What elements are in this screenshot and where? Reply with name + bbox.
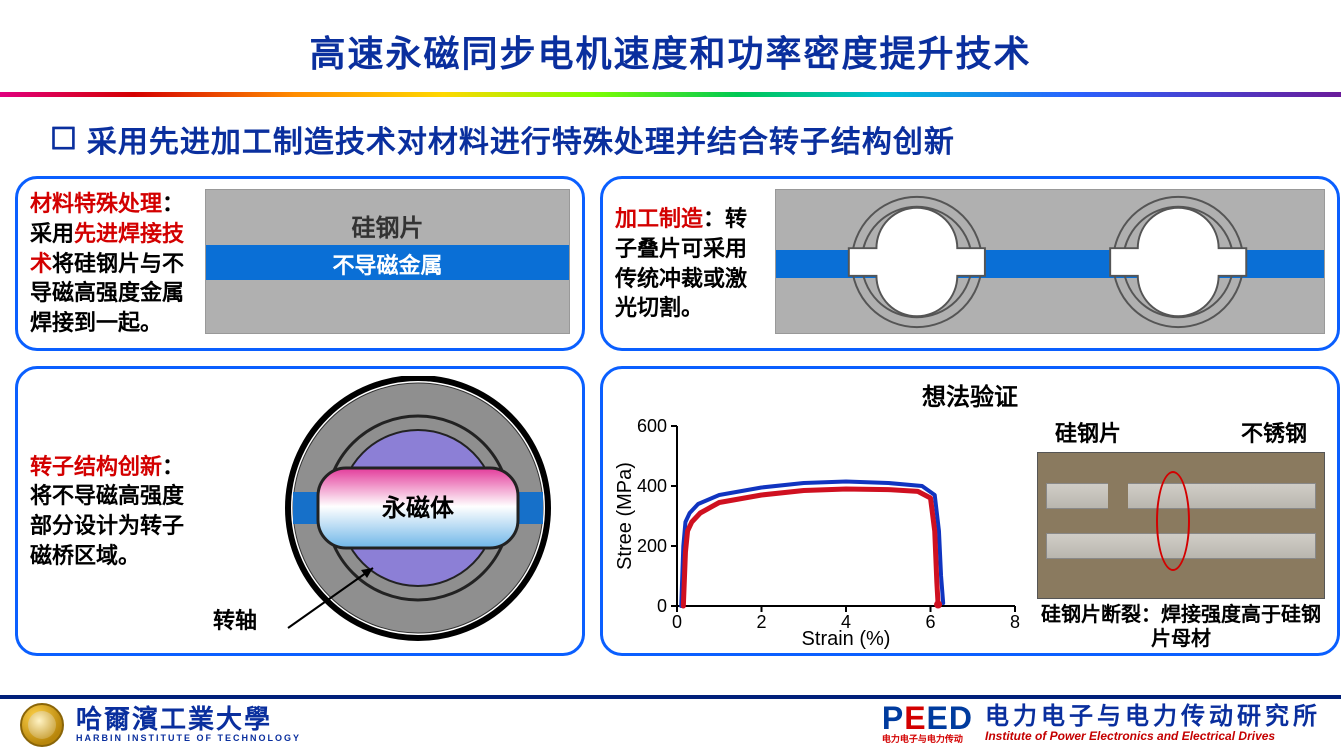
panel-material: 材料特殊处理：采用先进焊接技术将硅钢片与不导磁高强度金属焊接到一起。 硅钢片 不… <box>15 176 585 351</box>
photo-box <box>1037 452 1325 599</box>
page-title: 高速永磁同步电机速度和功率密度提升技术 <box>0 25 1341 77</box>
punch-diagram <box>775 189 1325 338</box>
subheader: ☐ 采用先进加工制造技术对材料进行特殊处理并结合转子结构创新 <box>0 97 1341 171</box>
rotor-diagram: 永磁体 转轴 <box>205 379 570 643</box>
strip-top-label: 硅钢片 <box>206 208 569 243</box>
svg-text:8: 8 <box>1010 612 1020 632</box>
subheader-text: 采用先进加工制造技术对材料进行特殊处理并结合转子结构创新 <box>87 117 955 161</box>
hit-en: HARBIN INSTITUTE OF TECHNOLOGY <box>76 733 301 743</box>
bullet-icon: ☐ <box>50 122 77 157</box>
peed-cn: 电力电子与电力传动研究所 <box>985 705 1321 729</box>
svg-text:200: 200 <box>637 536 667 556</box>
hit-logo-icon <box>20 703 64 747</box>
panel-manufacture-text: 加工制造：转子叠片可采用传统冲裁或激光切割。 <box>615 204 765 323</box>
content-grid: 材料特殊处理：采用先进焊接技术将硅钢片与不导磁高强度金属焊接到一起。 硅钢片 不… <box>0 171 1341 656</box>
footer-hit: 哈爾濱工業大學 HARBIN INSTITUTE OF TECHNOLOGY <box>20 703 301 747</box>
strip-band-label: 不导磁金属 <box>206 248 569 280</box>
p1-black2: 将硅钢片与不导磁高强度金属焊接到一起。 <box>30 251 184 335</box>
photo-right-label: 不锈钢 <box>1241 416 1307 448</box>
stress-strain-chart: 024680200400600Strain (%)Stree (MPa) <box>615 416 1025 651</box>
photo-left-label: 硅钢片 <box>1055 416 1121 448</box>
panel-verify-title: 想法验证 <box>615 377 1325 412</box>
svg-text:Stree (MPa): Stree (MPa) <box>615 462 636 570</box>
hit-cn: 哈爾濱工業大學 <box>76 707 301 733</box>
footer: 哈爾濱工業大學 HARBIN INSTITUTE OF TECHNOLOGY P… <box>0 695 1341 750</box>
p1-red1: 材料特殊处理 <box>30 191 162 216</box>
svg-text:0: 0 <box>672 612 682 632</box>
p2-red: 加工制造 <box>615 206 703 231</box>
svg-text:600: 600 <box>637 416 667 436</box>
peed-en: Institute of Power Electronics and Elect… <box>985 729 1321 743</box>
svg-text:永磁体: 永磁体 <box>382 494 455 522</box>
svg-text:Strain (%): Strain (%) <box>802 628 891 650</box>
peed-sub: 电力电子与电力传动 <box>882 732 963 745</box>
footer-peed: PEED 电力电子与电力传动 电力电子与电力传动研究所 Institute of… <box>882 704 1321 746</box>
strip-diagram: 硅钢片 不导磁金属 <box>205 189 570 338</box>
shaft-label: 转轴 <box>213 603 257 635</box>
punch-svg <box>776 190 1324 333</box>
photo-area: 硅钢片 不锈钢 硅钢片断裂：焊接强度高于硅钢片母材 <box>1037 416 1325 651</box>
panel-rotor: 转子结构创新：将不导磁高强度部分设计为转子磁桥区域。 永磁体 转轴 <box>15 366 585 656</box>
svg-text:0: 0 <box>657 596 667 616</box>
panel-manufacture: 加工制造：转子叠片可采用传统冲裁或激光切割。 <box>600 176 1340 351</box>
panel-verify: 想法验证 024680200400600Strain (%)Stree (MPa… <box>600 366 1340 656</box>
peed-logo-icon: PEED 电力电子与电力传动 <box>882 704 973 746</box>
rotor-svg: 永磁体 <box>218 376 558 646</box>
chart-svg: 024680200400600Strain (%)Stree (MPa) <box>615 416 1025 651</box>
photo-caption: 硅钢片断裂：焊接强度高于硅钢片母材 <box>1037 603 1325 651</box>
panel-material-text: 材料特殊处理：采用先进焊接技术将硅钢片与不导磁高强度金属焊接到一起。 <box>30 189 195 337</box>
svg-text:2: 2 <box>756 612 766 632</box>
svg-text:400: 400 <box>637 476 667 496</box>
svg-text:6: 6 <box>925 612 935 632</box>
title-bar: 高速永磁同步电机速度和功率密度提升技术 <box>0 0 1341 92</box>
panel-rotor-text: 转子结构创新：将不导磁高强度部分设计为转子磁桥区域。 <box>30 452 195 571</box>
p3-red: 转子结构创新 <box>30 454 162 479</box>
